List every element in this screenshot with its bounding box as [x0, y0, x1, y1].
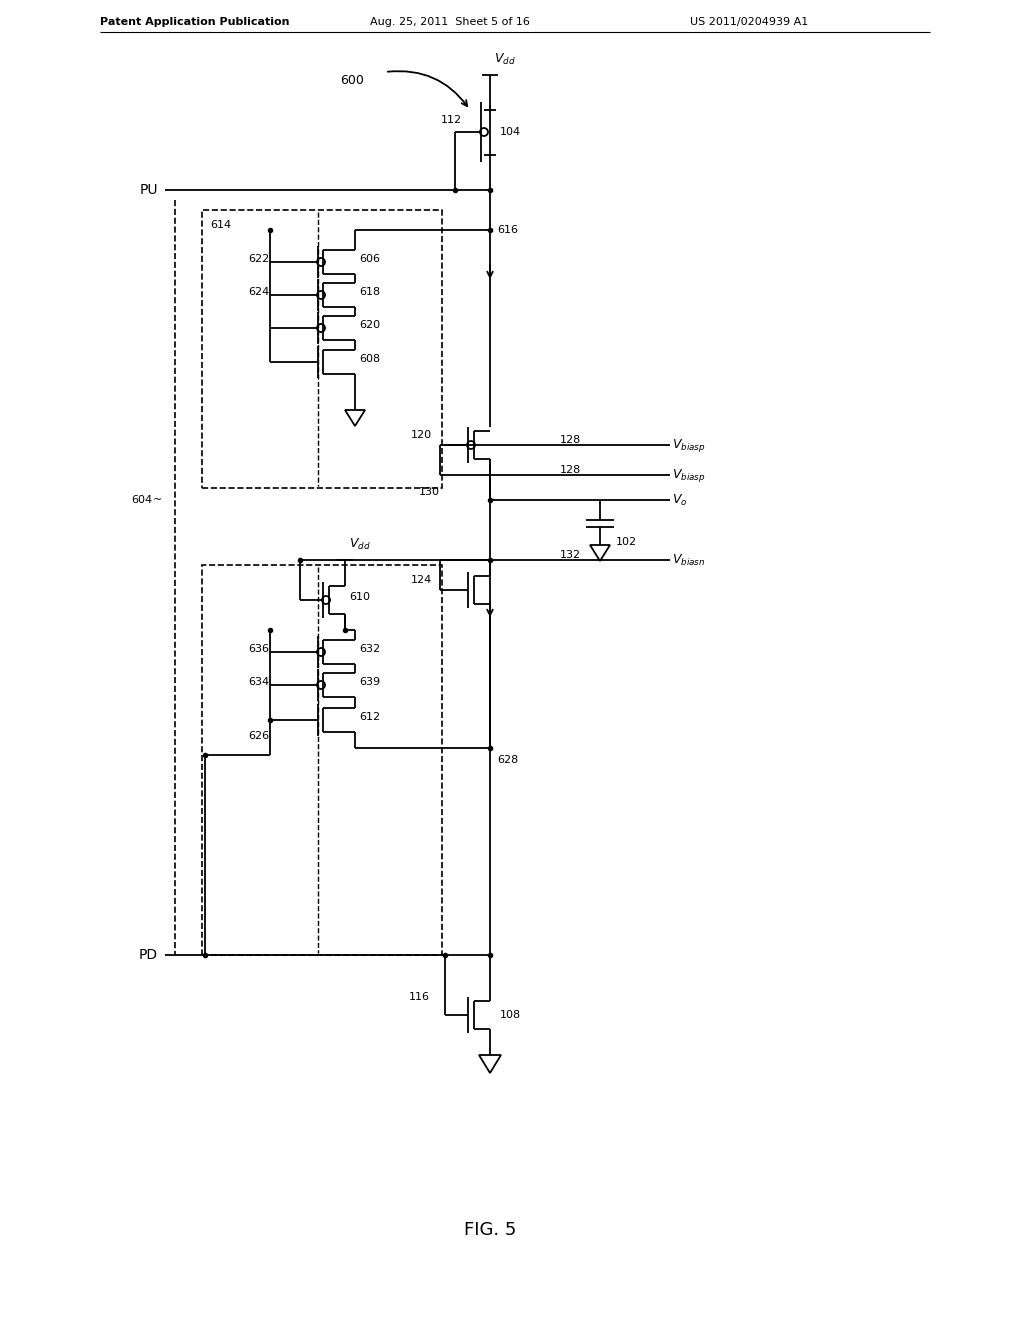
Text: $V_{biasp}$: $V_{biasp}$ — [672, 437, 706, 454]
Text: 124: 124 — [411, 576, 432, 585]
Text: US 2011/0204939 A1: US 2011/0204939 A1 — [690, 17, 808, 26]
Text: 130: 130 — [419, 487, 440, 498]
Text: 120: 120 — [411, 430, 432, 440]
Text: 624: 624 — [248, 286, 269, 297]
Text: 614: 614 — [210, 220, 231, 230]
Text: 102: 102 — [616, 537, 637, 546]
Text: 600: 600 — [340, 74, 364, 87]
Text: 128: 128 — [560, 436, 582, 445]
Text: 128: 128 — [560, 465, 582, 475]
Text: 622: 622 — [248, 253, 269, 264]
Text: PD: PD — [139, 948, 158, 962]
Text: ~: ~ — [153, 495, 162, 506]
Text: $V_{dd}$: $V_{dd}$ — [494, 51, 516, 67]
Text: 608: 608 — [359, 354, 380, 364]
Text: $V_{biasn}$: $V_{biasn}$ — [672, 553, 706, 568]
Text: PU: PU — [139, 183, 158, 197]
Text: 606: 606 — [359, 253, 380, 264]
Text: 610: 610 — [349, 591, 370, 602]
Text: 632: 632 — [359, 644, 380, 653]
Text: 612: 612 — [359, 711, 380, 722]
Text: 618: 618 — [359, 286, 380, 297]
Text: 626: 626 — [248, 731, 269, 741]
Text: 604: 604 — [131, 495, 152, 506]
Text: 634: 634 — [248, 677, 269, 686]
Text: 636: 636 — [248, 644, 269, 653]
Text: $V_{dd}$: $V_{dd}$ — [349, 537, 371, 552]
Text: 104: 104 — [500, 127, 521, 137]
Text: 132: 132 — [560, 550, 582, 560]
Text: 616: 616 — [497, 224, 518, 235]
Text: 116: 116 — [409, 993, 430, 1002]
Text: FIG. 5: FIG. 5 — [464, 1221, 516, 1239]
Text: 620: 620 — [359, 319, 380, 330]
Text: $V_{biasp}$: $V_{biasp}$ — [672, 466, 706, 483]
Text: Patent Application Publication: Patent Application Publication — [100, 17, 290, 26]
Text: 112: 112 — [441, 115, 462, 125]
Text: $V_o$: $V_o$ — [672, 492, 687, 508]
Text: 108: 108 — [500, 1010, 521, 1020]
Text: 628: 628 — [497, 755, 518, 766]
Text: Aug. 25, 2011  Sheet 5 of 16: Aug. 25, 2011 Sheet 5 of 16 — [370, 17, 529, 26]
Text: 639: 639 — [359, 677, 380, 686]
